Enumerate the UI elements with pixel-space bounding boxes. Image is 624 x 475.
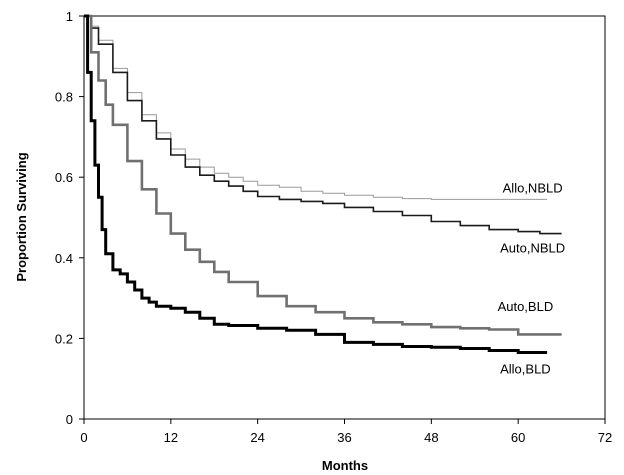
y-axis-title: Proportion Surviving xyxy=(14,152,29,281)
x-tick-label: 12 xyxy=(164,430,178,445)
x-tick-label: 36 xyxy=(337,430,351,445)
y-tick-label: 0.2 xyxy=(55,331,73,346)
y-axis-ticks: 0 0.2 0.4 0.6 0.8 1 xyxy=(55,9,84,427)
series-line-allo-nbld xyxy=(84,15,548,200)
series-line-auto-nbld xyxy=(84,15,562,235)
x-tick-label: 24 xyxy=(250,430,264,445)
series-line-allo-bld xyxy=(84,14,548,354)
y-tick-label: 0.8 xyxy=(55,90,73,105)
series-lines xyxy=(84,14,562,354)
series-label-auto-nbld: Auto,NBLD xyxy=(500,241,565,256)
y-tick-label: 0.4 xyxy=(55,251,73,266)
series-labels: Allo,NBLD Auto,NBLD Auto,BLD Allo,BLD xyxy=(498,180,566,376)
x-tick-label: 0 xyxy=(80,430,87,445)
x-tick-label: 60 xyxy=(511,430,525,445)
x-tick-label: 72 xyxy=(598,430,612,445)
series-label-auto-bld: Auto,BLD xyxy=(498,299,554,314)
y-tick-label: 1 xyxy=(66,9,73,24)
series-label-allo-nbld: Allo,NBLD xyxy=(503,180,563,195)
x-tick-label: 48 xyxy=(424,430,438,445)
x-axis-title: Months xyxy=(322,458,368,473)
y-tick-label: 0.6 xyxy=(55,170,73,185)
x-axis-ticks: 0 12 24 36 48 60 72 xyxy=(80,419,612,445)
series-label-allo-bld: Allo,BLD xyxy=(500,362,551,377)
plot-area-frame xyxy=(83,15,606,420)
series-line-auto-bld xyxy=(84,14,562,336)
y-tick-label: 0 xyxy=(66,412,73,427)
